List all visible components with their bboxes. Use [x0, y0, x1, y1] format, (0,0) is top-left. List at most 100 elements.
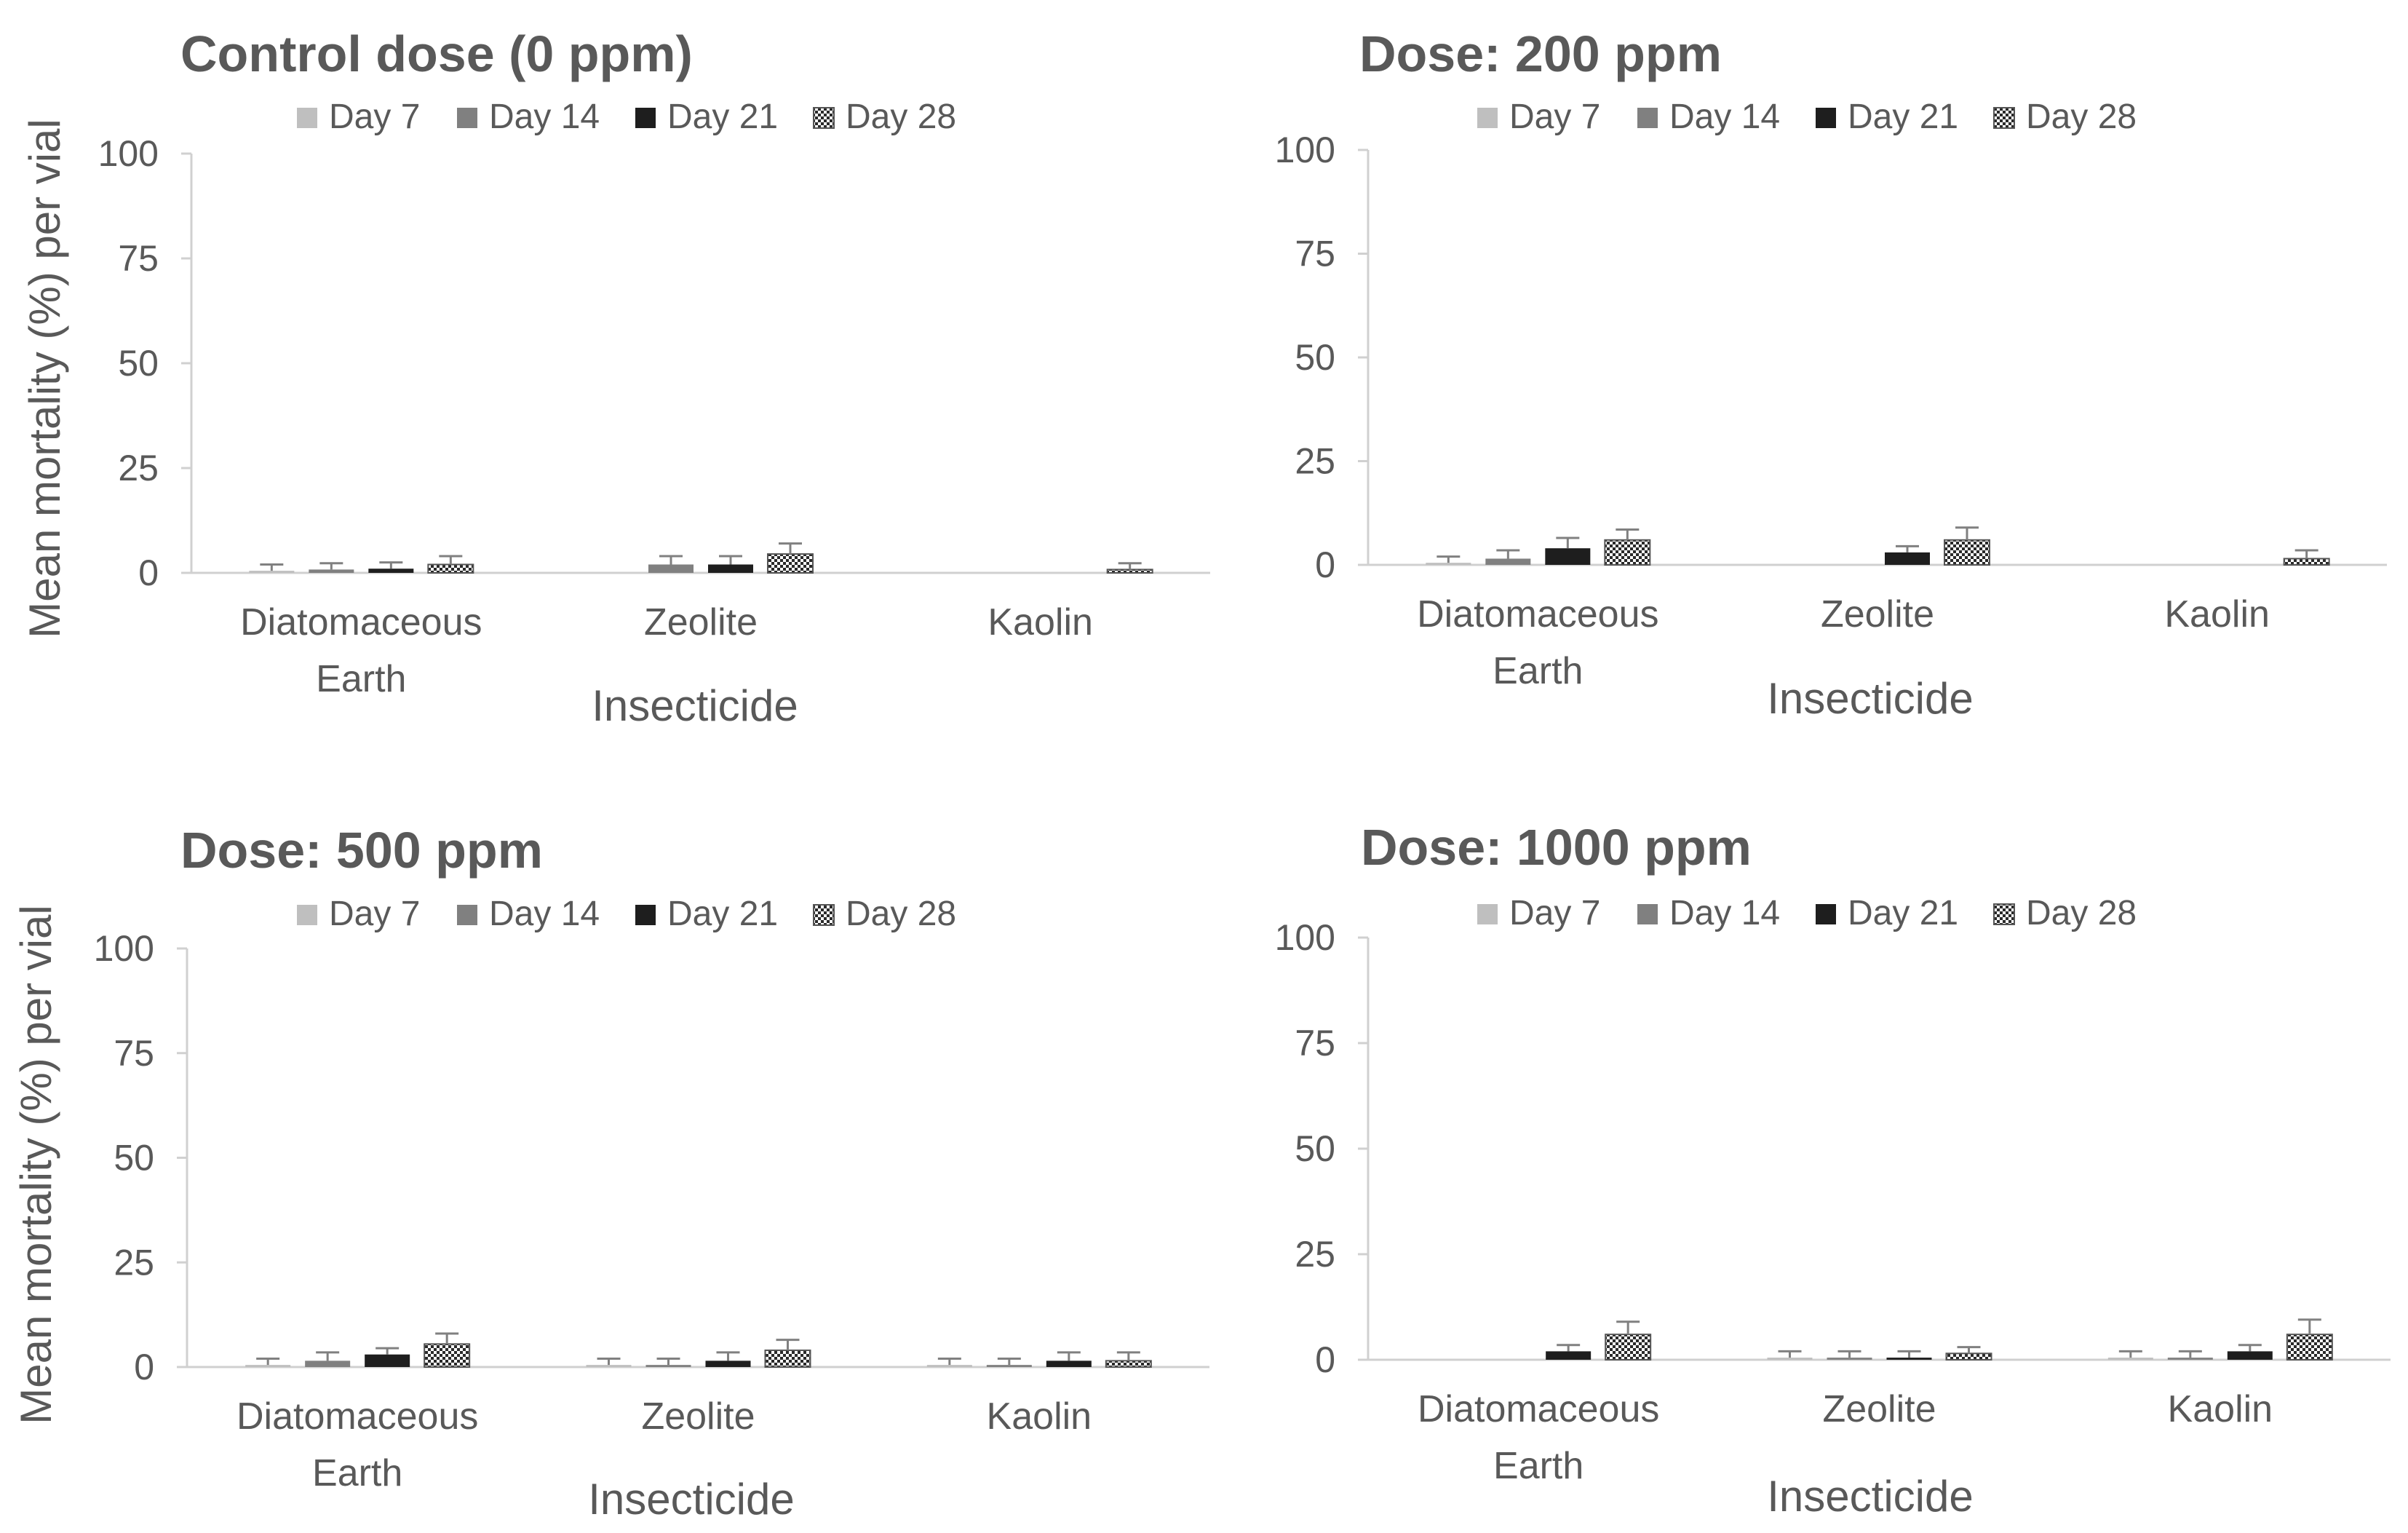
- bar: [245, 1365, 291, 1367]
- x-tick-label: Diatomaceous: [240, 601, 482, 643]
- bar: [705, 1360, 751, 1367]
- y-tick-label: 0: [1315, 544, 1335, 585]
- y-tick-label: 0: [138, 552, 159, 593]
- bar: [2286, 1334, 2333, 1360]
- bar: [305, 1360, 351, 1367]
- x-axis-title: Insecticide: [588, 1475, 794, 1524]
- bar: [427, 563, 474, 574]
- bar: [1945, 1352, 1992, 1361]
- x-tick-label: Earth: [1493, 1445, 1584, 1487]
- bar: [1604, 539, 1651, 566]
- y-tick-label: 50: [118, 343, 159, 384]
- y-tick-label: 25: [114, 1242, 154, 1283]
- x-tick-label: Earth: [312, 1452, 402, 1494]
- y-tick-label: 0: [134, 1347, 154, 1387]
- bar: [767, 553, 814, 574]
- y-tick-label: 50: [1295, 1128, 1335, 1169]
- legend-label: Day 28: [2026, 894, 2137, 932]
- bar: [2107, 1358, 2153, 1360]
- bar: [2227, 1351, 2273, 1360]
- chart-title: Dose: 200 ppm: [1359, 25, 1722, 82]
- y-tick-label: 25: [1295, 1234, 1335, 1275]
- legend-label: Day 21: [667, 895, 778, 933]
- y-tick-label: 25: [118, 448, 159, 488]
- bar: [1485, 558, 1531, 565]
- bar: [1885, 552, 1930, 565]
- y-tick-label: 100: [94, 928, 154, 969]
- x-axis-title: Insecticide: [1767, 1472, 1973, 1521]
- x-tick-label: Earth: [1493, 650, 1583, 692]
- y-tick-label: 75: [1295, 234, 1335, 274]
- x-tick-label: Kaolin: [988, 601, 1093, 643]
- y-tick-label: 75: [118, 238, 159, 279]
- legend-swatch: [1993, 107, 2015, 129]
- bar: [1944, 539, 1990, 566]
- legend-label: Day 14: [489, 98, 600, 136]
- bar: [648, 564, 694, 573]
- legend-label: Day 21: [1848, 894, 1958, 932]
- y-axis-title: Mean mortality (%) per vial: [12, 905, 60, 1425]
- legend-swatch: [1816, 904, 1836, 924]
- y-tick-label: 100: [1275, 130, 1335, 170]
- y-tick-label: 100: [98, 133, 159, 174]
- x-tick-label: Zeolite: [644, 601, 758, 643]
- chart-title: Dose: 500 ppm: [180, 822, 543, 879]
- legend-swatch: [635, 108, 656, 128]
- x-tick-label: Kaolin: [987, 1395, 1092, 1438]
- legend-label: Day 21: [1848, 98, 1958, 136]
- bar: [1106, 569, 1153, 574]
- legend-label: Day 28: [2026, 98, 2137, 136]
- legend-swatch: [457, 108, 477, 128]
- legend-swatch: [813, 904, 835, 926]
- legend-swatch: [813, 107, 835, 129]
- x-axis-title: Insecticide: [1767, 674, 1973, 723]
- x-axis-title: Insecticide: [592, 681, 798, 730]
- legend-label: Day 7: [329, 98, 420, 136]
- bar: [586, 1365, 632, 1367]
- legend-swatch: [1993, 903, 2015, 925]
- x-tick-label: Diatomaceous: [1417, 593, 1658, 635]
- legend-label: Day 7: [329, 895, 420, 933]
- bar: [1545, 548, 1591, 565]
- legend-swatch: [1637, 904, 1658, 924]
- bar: [2167, 1358, 2213, 1360]
- bar: [986, 1365, 1032, 1367]
- x-tick-label: Diatomaceous: [1418, 1388, 1659, 1430]
- legend-swatch: [297, 905, 317, 925]
- legend-swatch: [457, 905, 477, 925]
- y-tick-label: 50: [114, 1138, 154, 1179]
- bar: [708, 564, 753, 573]
- x-tick-label: Zeolite: [1822, 1388, 1936, 1430]
- bar: [1046, 1360, 1092, 1367]
- bar: [1546, 1351, 1592, 1360]
- x-tick-label: Earth: [316, 658, 406, 700]
- legend-swatch: [297, 108, 317, 128]
- legend-label: Day 28: [846, 895, 956, 933]
- bar: [368, 569, 414, 573]
- x-tick-label: Diatomaceous: [237, 1395, 478, 1438]
- y-tick-label: 50: [1295, 337, 1335, 378]
- bar: [365, 1354, 410, 1367]
- bar: [249, 571, 295, 573]
- y-tick-label: 25: [1295, 441, 1335, 482]
- legend-label: Day 14: [489, 895, 600, 933]
- legend-swatch: [1477, 904, 1498, 924]
- y-tick-label: 0: [1315, 1339, 1335, 1380]
- chart-title: Control dose (0 ppm): [180, 25, 693, 82]
- legend-label: Day 28: [846, 98, 956, 136]
- x-tick-label: Zeolite: [1821, 593, 1934, 635]
- bar: [926, 1365, 972, 1367]
- chart-panel-2: Dose: 200 ppm Day 7 Day 14 Day 21 Day 28 100 7…: [1275, 25, 2387, 723]
- y-tick-label: 75: [1295, 1023, 1335, 1063]
- chart-panel-4: Dose: 1000 ppm Day 7 Day 14 Day 21 Day 28 100…: [1275, 819, 2391, 1521]
- bar: [1605, 1334, 1652, 1360]
- legend-swatch: [1816, 108, 1836, 128]
- bar: [645, 1365, 691, 1367]
- x-tick-label: Kaolin: [2168, 1388, 2273, 1430]
- y-axis-title: Mean mortality (%) per vial: [20, 119, 69, 638]
- bar: [424, 1343, 471, 1368]
- bar: [1827, 1358, 1872, 1360]
- legend-label: Day 14: [1669, 894, 1780, 932]
- legend-label: Day 21: [667, 98, 778, 136]
